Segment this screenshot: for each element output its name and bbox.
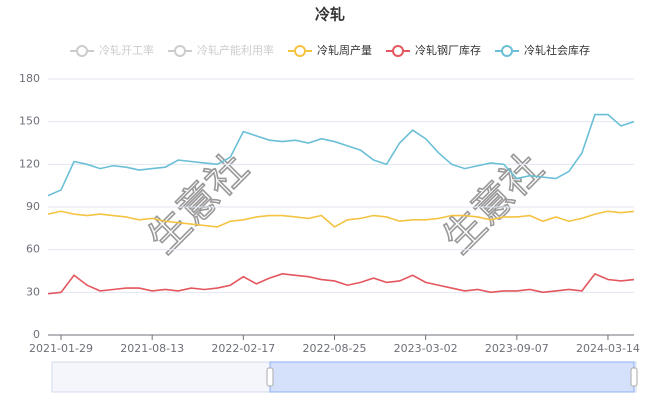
zoom-handle[interactable] bbox=[630, 367, 638, 387]
legend-label: 冷轧周产量 bbox=[317, 43, 372, 57]
legend-icon bbox=[174, 45, 186, 57]
zoom-window[interactable] bbox=[269, 361, 635, 393]
x-tick-label: 2023-03-02 bbox=[394, 342, 458, 355]
y-tick-label: 150 bbox=[19, 115, 40, 128]
legend-label: 冷轧钢厂库存 bbox=[415, 43, 481, 57]
legend-icon bbox=[501, 45, 513, 57]
chart-title: 冷轧 bbox=[315, 6, 345, 24]
legend-item[interactable]: 冷轧开工率 bbox=[70, 43, 154, 57]
x-tick-label: 2021-08-13 bbox=[120, 342, 184, 355]
legend-item[interactable]: 冷轧社会库存 bbox=[495, 43, 590, 57]
x-tick-label: 2022-08-25 bbox=[303, 342, 367, 355]
legend-item[interactable]: 冷轧周产量 bbox=[288, 43, 372, 57]
x-tick-label: 2023-09-07 bbox=[485, 342, 549, 355]
y-tick-label: 60 bbox=[26, 243, 40, 256]
legend-label: 冷轧产能利用率 bbox=[197, 43, 274, 57]
legend-label: 冷轧开工率 bbox=[99, 43, 154, 57]
legend-icon bbox=[294, 45, 306, 57]
series-line bbox=[47, 113, 635, 197]
y-tick-label: 180 bbox=[19, 72, 40, 85]
x-tick-label: 2021-01-29 bbox=[29, 342, 93, 355]
x-tick-label: 2022-02-17 bbox=[211, 342, 275, 355]
zoom-handle[interactable] bbox=[266, 367, 274, 387]
y-tick-label: 90 bbox=[26, 200, 40, 213]
legend-item[interactable]: 冷轧产能利用率 bbox=[168, 43, 274, 57]
legend: 冷轧开工率 冷轧产能利用率 冷轧周产量 冷轧钢厂库存 冷轧社会库存 bbox=[70, 43, 590, 57]
y-tick-label: 30 bbox=[26, 285, 40, 298]
legend-icon bbox=[392, 45, 404, 57]
series-line bbox=[47, 210, 635, 228]
y-tick-label: 0 bbox=[33, 328, 40, 341]
x-tick-label: 2024-03-14 bbox=[576, 342, 640, 355]
legend-item[interactable]: 冷轧钢厂库存 bbox=[386, 43, 481, 57]
y-tick-label: 120 bbox=[19, 157, 40, 170]
legend-icon bbox=[76, 45, 88, 57]
data-zoom[interactable] bbox=[51, 361, 638, 393]
series-line bbox=[47, 272, 635, 295]
legend-label: 冷轧社会库存 bbox=[524, 43, 590, 57]
